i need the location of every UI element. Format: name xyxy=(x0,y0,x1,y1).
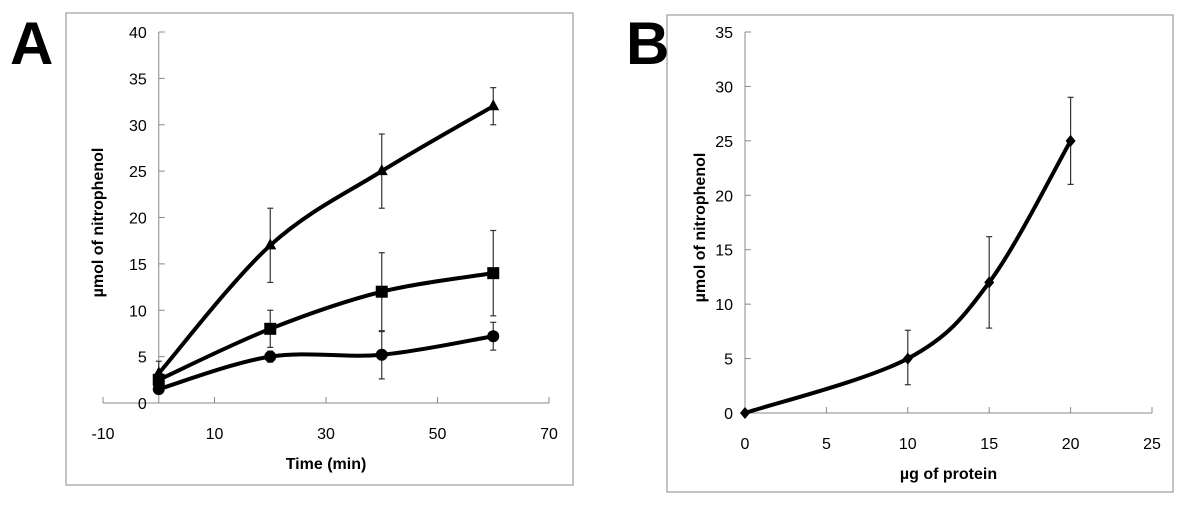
y-tick-label: 5 xyxy=(724,352,733,369)
data-point-circle xyxy=(487,330,500,343)
panel-label-b: B xyxy=(626,10,669,77)
data-point-square xyxy=(487,267,500,280)
y-axis-title: µmol of nitrophenol xyxy=(692,153,709,303)
y-tick-label: 30 xyxy=(129,118,147,135)
y-tick-label: 15 xyxy=(715,243,733,260)
series-line xyxy=(744,139,1073,415)
x-tick-label: 30 xyxy=(317,426,335,443)
series-line xyxy=(158,334,494,392)
y-tick-label: 25 xyxy=(129,164,147,181)
series-line xyxy=(157,104,495,375)
chart-b: 0 5 10 15 20 25 0 5 10 15 20 25 30 35 µg of protein µmo… xyxy=(666,14,1174,493)
data-point-triangle xyxy=(264,238,277,250)
x-tick-label: 20 xyxy=(1062,436,1080,453)
data-point-diamond xyxy=(984,276,995,289)
y-tick-label: 15 xyxy=(129,257,147,274)
data-point-square xyxy=(152,373,165,386)
series-square xyxy=(152,229,500,386)
y-axis-title: µmol of nitrophenol xyxy=(90,148,107,298)
series-diamond xyxy=(740,96,1076,419)
y-tick-label: 10 xyxy=(715,297,733,314)
series-circle xyxy=(152,321,500,396)
x-tick-label: 25 xyxy=(1143,436,1161,453)
x-tick-label: 15 xyxy=(980,436,998,453)
data-point-triangle xyxy=(487,99,500,111)
chart-a: -10 10 30 50 70 0 5 10 15 20 25 30 35 40 Time (min) µmo… xyxy=(65,12,574,486)
data-point-circle xyxy=(375,348,388,361)
y-tick-label: 20 xyxy=(129,211,147,228)
data-point-diamond xyxy=(902,352,913,365)
x-axis-title: µg of protein xyxy=(900,466,997,483)
series-triangle xyxy=(152,87,500,378)
x-tick-label: 70 xyxy=(540,426,558,443)
y-tick-label: 0 xyxy=(138,396,147,413)
x-tick-label: -10 xyxy=(91,426,114,443)
data-point-circle xyxy=(264,350,277,363)
y-tick-label: 35 xyxy=(129,71,147,88)
x-tick-label: 10 xyxy=(899,436,917,453)
plot-frame xyxy=(65,12,574,486)
y-tick-label: 25 xyxy=(715,134,733,151)
y-tick-label: 30 xyxy=(715,79,733,96)
panel-label-a: A xyxy=(10,10,53,77)
plot-frame xyxy=(666,14,1174,493)
x-tick-label: 0 xyxy=(741,436,750,453)
data-point-square xyxy=(264,322,277,335)
y-tick-label: 40 xyxy=(129,25,147,42)
data-point-diamond xyxy=(740,407,750,419)
data-point-triangle xyxy=(375,164,388,176)
x-axis-title: Time (min) xyxy=(286,456,367,473)
y-tick-label: 0 xyxy=(724,406,733,423)
y-tick-label: 20 xyxy=(715,188,733,205)
data-point-square xyxy=(375,285,388,298)
data-point-circle xyxy=(152,383,165,396)
y-tick-label: 5 xyxy=(138,350,147,367)
y-tick-label: 10 xyxy=(129,303,147,320)
x-tick-label: 50 xyxy=(429,426,447,443)
x-tick-label: 5 xyxy=(822,436,831,453)
data-point-diamond xyxy=(1065,134,1076,147)
series-line xyxy=(157,271,494,382)
x-tick-label: 10 xyxy=(206,426,224,443)
y-tick-label: 35 xyxy=(715,25,733,42)
